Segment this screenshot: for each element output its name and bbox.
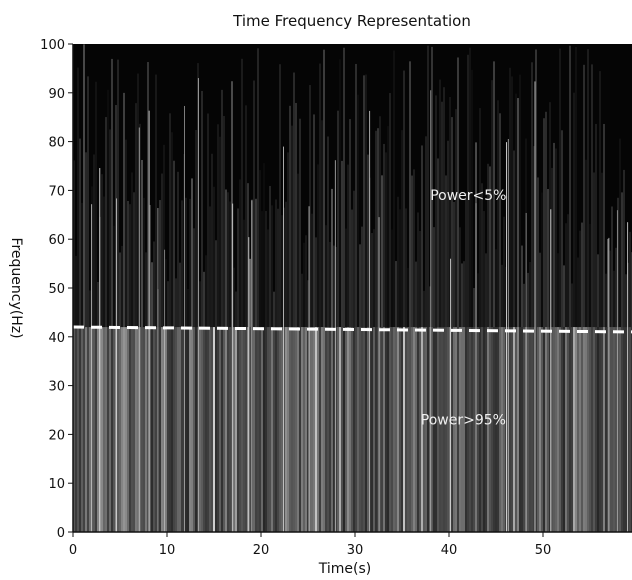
x-tick-label: 50 — [535, 543, 552, 558]
y-tick-label: 60 — [48, 233, 65, 248]
y-tick-label: 70 — [48, 184, 65, 199]
y-tick-label: 90 — [48, 87, 65, 102]
y-tick-label: 100 — [40, 38, 65, 53]
x-tick-label: 40 — [441, 543, 458, 558]
y-tick-label: 50 — [48, 282, 65, 297]
annotation-layer: Power<5% Power>95% — [421, 188, 507, 428]
y-tick-label: 40 — [48, 331, 65, 346]
y-axis-ticks: 0 10 20 30 40 50 60 70 80 90 100 — [40, 38, 73, 541]
y-tick-label: 10 — [48, 477, 65, 492]
high-power-band — [73, 327, 632, 532]
y-axis-label: Frequency(Hz) — [8, 237, 24, 338]
y-tick-label: 30 — [48, 380, 65, 395]
x-axis-label: Time(s) — [318, 561, 371, 577]
x-tick-label: 0 — [69, 543, 77, 558]
heatmap-layer — [73, 44, 632, 532]
y-tick-label: 80 — [48, 136, 65, 151]
annotation-label: Power>95% — [421, 413, 506, 429]
annotation-label: Power<5% — [430, 188, 506, 204]
low-power-band — [73, 44, 632, 328]
y-tick-label: 0 — [57, 526, 65, 541]
x-axis-ticks: 0 10 20 30 40 50 — [69, 532, 551, 558]
threshold-dashed-line — [73, 325, 632, 334]
x-tick-label: 20 — [253, 543, 270, 558]
chart-title: Time Frequency Representation — [232, 12, 471, 30]
x-tick-label: 10 — [159, 543, 176, 558]
y-tick-label: 20 — [48, 428, 65, 443]
x-tick-label: 30 — [347, 543, 364, 558]
